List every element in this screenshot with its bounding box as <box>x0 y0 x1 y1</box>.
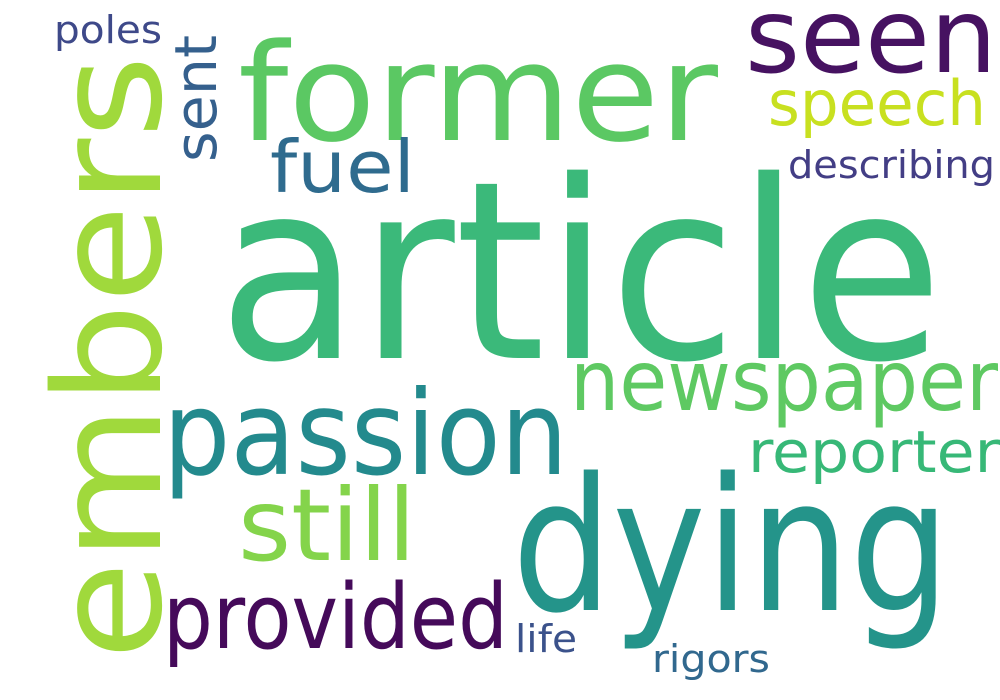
word-sent: sent <box>162 35 230 162</box>
word-dying: dying <box>512 438 950 654</box>
word-speech: speech <box>768 67 986 140</box>
word-seen: seen <box>745 0 997 97</box>
word-describing: describing <box>788 143 995 187</box>
word-article: article <box>218 129 943 417</box>
word-reporter: reporter <box>748 418 1000 486</box>
word-embers: embers <box>23 55 195 660</box>
word-newspaper: newspaper <box>570 332 998 430</box>
word-life: life <box>515 617 577 661</box>
word-fuel: fuel <box>270 125 415 209</box>
word-former: former <box>238 15 719 172</box>
word-still: still <box>238 467 416 584</box>
word-provided: provided <box>163 565 508 670</box>
word-passion: passion <box>163 365 568 502</box>
word-poles: poles <box>54 8 162 52</box>
word-rigors: rigors <box>652 637 770 681</box>
